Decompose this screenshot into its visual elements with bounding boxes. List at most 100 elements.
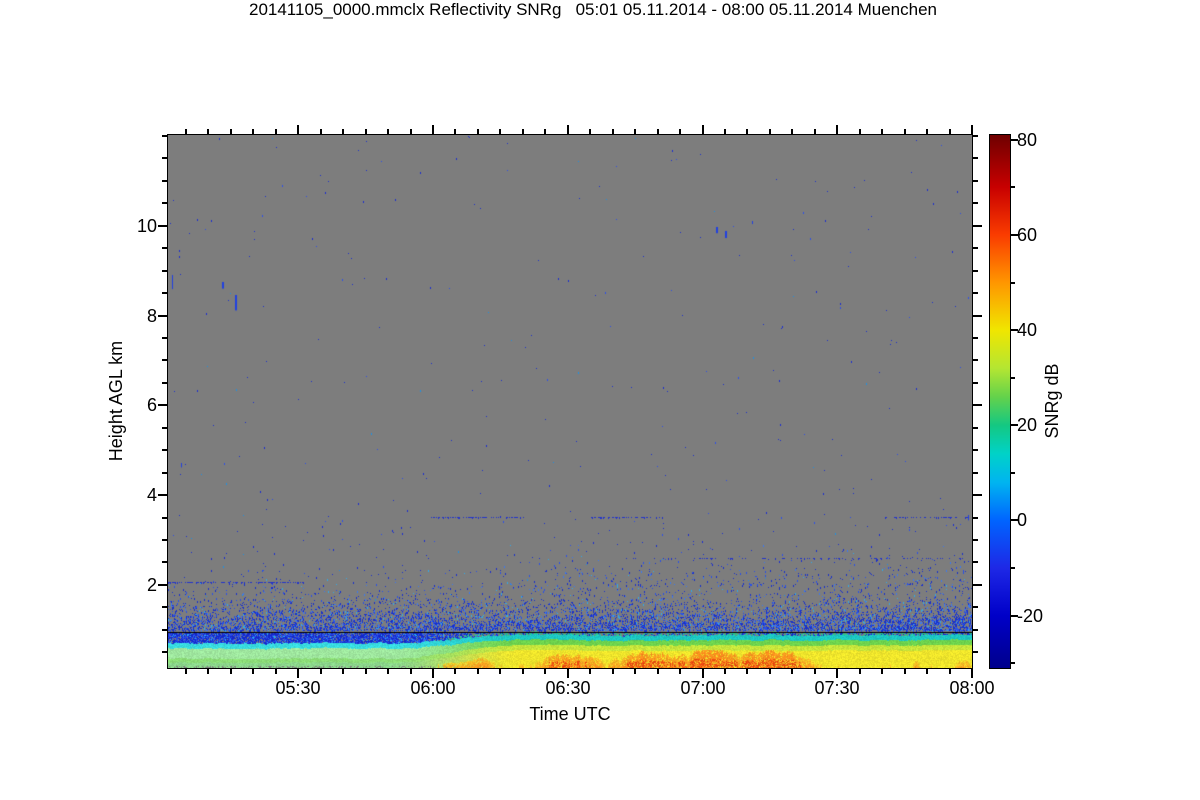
axis-tick xyxy=(522,129,524,134)
axis-tick xyxy=(973,561,978,563)
axis-tick xyxy=(158,584,167,586)
axis-tick xyxy=(567,125,569,134)
axis-tick xyxy=(1011,662,1015,664)
axis-tick xyxy=(973,202,978,204)
axis-tick xyxy=(814,129,816,134)
axis-tick xyxy=(1011,377,1015,379)
axis-tick xyxy=(162,292,167,294)
axis-tick xyxy=(1011,424,1018,426)
axis-tick xyxy=(973,629,978,631)
axis-tick xyxy=(973,472,978,474)
axis-tick xyxy=(454,129,456,134)
axis-tick xyxy=(973,606,978,608)
axis-tick xyxy=(567,669,569,678)
axis-tick xyxy=(432,125,434,134)
axis-tick xyxy=(1011,519,1018,521)
axis-tick xyxy=(791,669,793,674)
axis-tick xyxy=(162,517,167,519)
axis-tick xyxy=(320,129,322,134)
y-tick-label: 2 xyxy=(146,575,157,595)
axis-tick xyxy=(769,669,771,674)
axis-tick xyxy=(973,404,982,406)
axis-tick xyxy=(162,180,167,182)
axis-tick xyxy=(634,669,636,674)
axis-tick xyxy=(973,382,978,384)
axis-tick xyxy=(477,129,479,134)
axis-tick xyxy=(973,337,978,339)
axis-tick xyxy=(342,669,344,674)
axis-tick xyxy=(162,337,167,339)
axis-tick xyxy=(1011,329,1018,331)
axis-tick xyxy=(1011,282,1015,284)
axis-tick xyxy=(973,247,978,249)
axis-tick xyxy=(973,517,978,519)
axis-tick xyxy=(162,629,167,631)
axis-tick xyxy=(1011,567,1015,569)
axis-tick xyxy=(702,669,704,678)
axis-tick xyxy=(162,606,167,608)
axis-tick xyxy=(387,669,389,674)
axis-tick xyxy=(162,270,167,272)
axis-tick xyxy=(158,494,167,496)
axis-tick xyxy=(230,669,232,674)
axis-tick xyxy=(589,129,591,134)
axis-tick xyxy=(814,669,816,674)
axis-tick xyxy=(499,669,501,674)
axis-tick xyxy=(365,129,367,134)
axis-tick xyxy=(973,315,982,317)
colorbar-tick-label: 60 xyxy=(1017,225,1038,245)
axis-tick xyxy=(881,669,883,674)
axis-tick xyxy=(926,669,928,674)
colorbar-tick-label: 40 xyxy=(1017,320,1038,340)
axis-tick xyxy=(158,225,167,227)
axis-tick xyxy=(973,449,978,451)
y-axis-label: Height AGL km xyxy=(106,340,126,462)
axis-tick xyxy=(252,129,254,134)
axis-tick xyxy=(589,669,591,674)
axis-tick xyxy=(746,129,748,134)
axis-tick xyxy=(881,129,883,134)
x-tick-label: 06:00 xyxy=(410,678,456,698)
axis-tick xyxy=(973,427,978,429)
axis-tick xyxy=(454,669,456,674)
axis-tick xyxy=(949,669,951,674)
colorbar-gradient xyxy=(990,135,1010,668)
y-tick-label: 6 xyxy=(146,395,157,415)
axis-tick xyxy=(162,651,167,653)
axis-tick xyxy=(162,382,167,384)
plot-title: 20141105_0000.mmclx Reflectivity SNRg 05… xyxy=(248,0,937,19)
axis-tick xyxy=(973,270,978,272)
snr-heatmap-canvas xyxy=(168,135,972,668)
axis-tick xyxy=(926,129,928,134)
axis-tick xyxy=(162,472,167,474)
axis-tick xyxy=(791,129,793,134)
axis-tick xyxy=(275,669,277,674)
axis-tick xyxy=(634,129,636,134)
axis-tick xyxy=(207,669,209,674)
axis-tick xyxy=(297,125,299,134)
axis-tick xyxy=(410,669,412,674)
axis-tick xyxy=(162,202,167,204)
axis-tick xyxy=(1011,615,1018,617)
axis-tick xyxy=(859,129,861,134)
axis-tick xyxy=(162,135,167,137)
axis-tick xyxy=(612,129,614,134)
axis-tick xyxy=(724,129,726,134)
axis-tick xyxy=(365,669,367,674)
axis-tick xyxy=(1011,472,1015,474)
axis-tick xyxy=(973,292,978,294)
axis-tick xyxy=(949,129,951,134)
axis-tick xyxy=(252,669,254,674)
axis-tick xyxy=(746,669,748,674)
axis-tick xyxy=(724,669,726,674)
colorbar-tick-label: 20 xyxy=(1017,415,1038,435)
axis-tick xyxy=(971,669,973,678)
axis-tick xyxy=(185,669,187,674)
axis-tick xyxy=(207,129,209,134)
colorbar-tick-label: 0 xyxy=(1017,510,1028,530)
x-tick-label: 08:00 xyxy=(949,678,995,698)
axis-tick xyxy=(297,669,299,678)
axis-tick xyxy=(410,129,412,134)
axis-tick xyxy=(522,669,524,674)
colorbar-tick-label: -20 xyxy=(1017,606,1044,626)
